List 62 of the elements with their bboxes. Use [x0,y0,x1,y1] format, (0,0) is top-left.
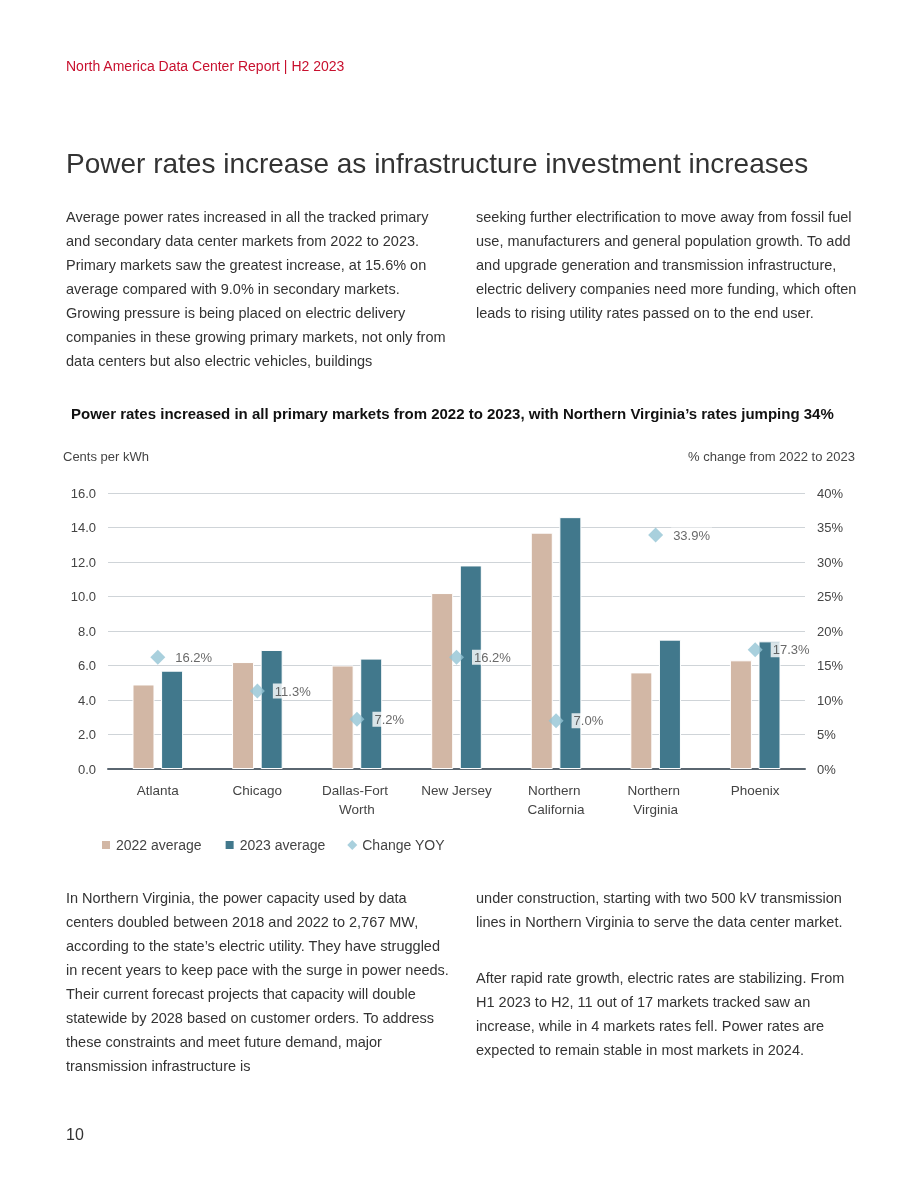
y2-tick-label: 25% [817,589,844,604]
x-tick-label: New Jersey [421,783,492,798]
bar [132,684,155,769]
y2-tick-label: 10% [817,692,844,708]
point [249,683,265,699]
data-label: 7.2% [374,711,405,727]
text: under construction, starting with two 500 kV transmission lines in Northern Virginia to serve the data center market. [476,889,844,932]
point [349,711,365,727]
bar [658,639,681,769]
legend-label: 2023 average [239,837,326,853]
y-tick-label: 0.0 [77,761,96,777]
data-label: 33.9% [673,527,711,543]
point [648,527,664,543]
data-label: 16.2% [175,649,213,665]
text: Power rates increase as infrastructure investment increases [66,148,810,180]
y-tick-label: 10.0 [70,589,96,604]
point [747,642,763,658]
data-label: 16.2% [474,649,512,665]
y2-tick-label: 0% [817,761,837,777]
data-label: 11.3% [274,683,312,699]
y-tick-label: 6.0 [77,658,96,673]
y-tick-label: 16.0 [70,485,96,501]
data-label: 7.0% [573,713,604,729]
point [449,649,464,665]
bar [232,662,255,769]
bar [630,672,653,769]
chart-title: Power rates increased in all primary markets from 2022 to 2023, with Northern Virginia’s rates jumping 34% [71,405,834,422]
point [548,713,564,729]
text: In Northern Virginia, the power capacity used by data centers doubled between 2018 and 2022 to 2,767 MW, according to the state’s electric utility. They have struggled in recent years to keep pace with the surge in power needs. Their current forecast projects that capacity will double statewide by 2028 based on customer orders. To address these constraints and meet future demand, major transmission infrastructure is [66,889,450,1076]
y-tick-label: 8.0 [77,623,96,639]
y-tick-label: 12.0 [70,554,96,570]
x-tick-label: Phoenix [730,783,780,798]
x-tick-label: Chicago [232,783,283,798]
text: Average power rates increased in all the tracked primary and secondary data center markets from 2022 to 2023. Primary markets saw the greatest increase, at 15.6% on average compared with 9.0% in secondary markets. Growing pressure is being placed on electric delivery companies in these growing primary markets, not only from data centers but also electric vehicles, buildings [66,208,447,371]
bar [331,665,354,769]
x-tick-label: Dallas-Fort Worth [322,783,392,817]
y-tick-label: 14.0 [70,520,96,535]
y2-tick-label: 40% [817,485,844,501]
point [150,649,166,665]
y2-tick-label: 5% [817,727,837,742]
x-tick-label: Atlanta [136,783,180,798]
bar [161,670,184,769]
x-tick-label: Northern California [527,783,586,817]
x-tick-label: Northern Virginia [627,783,684,817]
y-tick-label: 2.0 [77,727,96,742]
y-tick-label: 4.0 [77,692,96,708]
y2-axis-title: % change from 2022 to 2023 [688,449,855,464]
legend-label: Change YOY [362,837,446,853]
y2-tick-label: 35% [817,520,844,535]
text: After rapid rate growth, electric rates are stabilizing. From H1 2023 to H2, 11 out of 17 markets tracked saw an increase, while in 4 markets rates fell. Power rates are expected to remain stable in most markets in 2024. [476,969,846,1060]
text: 10 [66,1126,84,1144]
legend-label: 2022 average [116,837,202,853]
text: seeking further electrification to move away from fossil fuel use, manufacturers and general population growth. To add and upgrade generation and transmission infrastructure, electric delivery companies need more funding, which often leads to rising utility rates passed on to the end user. [476,208,858,323]
y2-tick-label: 30% [817,554,844,570]
y2-tick-label: 15% [817,658,844,673]
y2-tick-label: 20% [817,623,844,639]
bar [431,593,454,769]
data-label: 17.3% [772,642,811,658]
y-axis-title: Cents per kWh [63,449,149,464]
bar [729,660,752,769]
text: North America Data Center Report | H2 2023 [66,58,345,74]
bar [530,532,553,769]
